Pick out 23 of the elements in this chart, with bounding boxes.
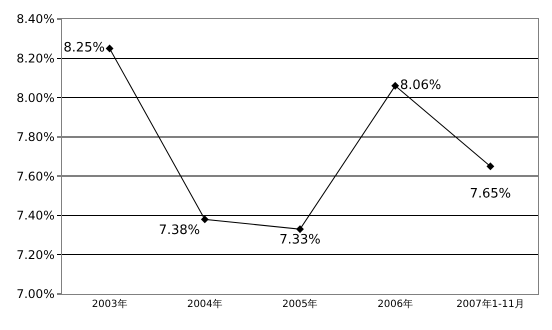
y-tick-label: 7.40%: [16, 208, 55, 223]
point: [391, 82, 400, 90]
x-tick-label: 2007年1-11月: [456, 298, 524, 310]
point: [486, 162, 494, 170]
data-label: 7.33%: [279, 232, 321, 248]
x-tick-label: 2004年: [187, 298, 223, 310]
point: [106, 44, 114, 52]
data-label: 8.25%: [64, 40, 105, 56]
y-tick-label: 7.00%: [16, 287, 55, 302]
y-tick-label: 8.00%: [16, 90, 55, 105]
x-tick-label: 2006年: [377, 298, 413, 310]
y-tick-label: 7.60%: [16, 169, 55, 184]
x-tick-label: 2005年: [282, 298, 318, 310]
data-label: 7.65%: [470, 186, 512, 202]
y-tick-label: 7.80%: [16, 130, 55, 144]
point: [296, 225, 304, 234]
data-label: 8.06%: [400, 78, 442, 94]
point: [200, 215, 209, 224]
y-tick-label: 7.20%: [16, 248, 55, 262]
x-tick-label: 2003年: [92, 298, 128, 310]
y-tick-label: 8.40%: [16, 12, 55, 26]
data-label: 7.38%: [158, 222, 200, 238]
y-tick-label: 8.20%: [16, 51, 55, 66]
